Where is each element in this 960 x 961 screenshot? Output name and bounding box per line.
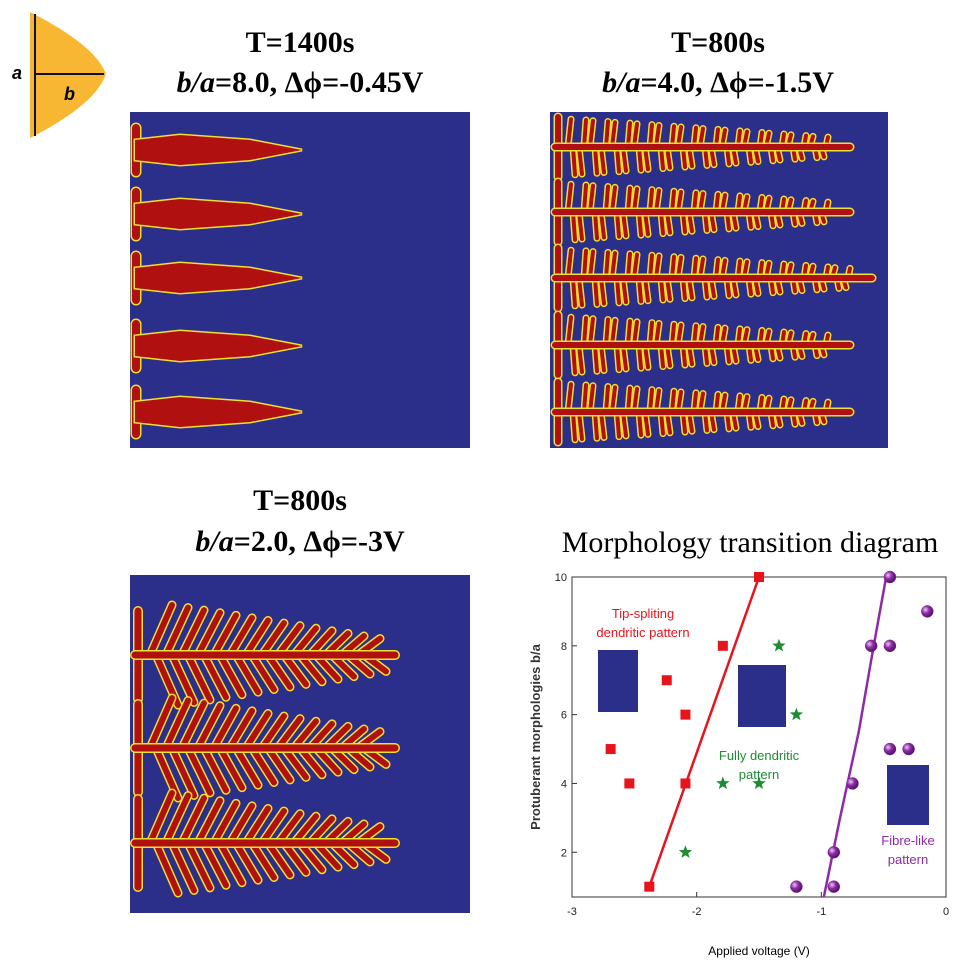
point — [865, 640, 877, 652]
panel-params: b/a=8.0, Δϕ=-0.45V — [177, 66, 424, 99]
y-tick-label: 4 — [561, 778, 567, 790]
y-tick-label: 6 — [561, 710, 567, 722]
point — [754, 572, 764, 582]
chart-title: Morphology transition diagram — [562, 526, 939, 559]
point — [847, 777, 859, 789]
ratio: b/a — [602, 66, 640, 99]
panel-time: T=800s — [671, 26, 765, 59]
annotation: dendritic pattern — [596, 625, 689, 640]
x-tick-label: 0 — [943, 906, 949, 918]
point — [884, 743, 896, 755]
y-tick-label: 10 — [555, 572, 567, 584]
annotation: Fully dendritic — [719, 748, 800, 763]
point — [884, 640, 896, 652]
params: =4.0, Δϕ=-1.5V — [640, 66, 834, 99]
x-tick-label: -1 — [816, 906, 826, 918]
point — [790, 881, 802, 893]
params: =8.0, Δϕ=-0.45V — [215, 66, 424, 99]
y-axis-label: Protuberant morphologies b/a — [528, 643, 543, 829]
point — [828, 846, 840, 858]
panel-time: T=1400s — [246, 26, 355, 59]
params: =2.0, Δϕ=-3V — [234, 525, 405, 558]
annotation: pattern — [888, 852, 928, 867]
panel-params: b/a=4.0, Δϕ=-1.5V — [602, 66, 834, 99]
annotation: Tip-spliting — [612, 606, 674, 621]
icon-label: b — [64, 84, 75, 104]
x-tick-label: -3 — [567, 906, 577, 918]
icon-label: a — [12, 63, 22, 83]
point — [624, 778, 634, 788]
ratio: b/a — [177, 66, 215, 99]
annotation: Fibre-like — [881, 833, 934, 848]
point — [903, 743, 915, 755]
icon: a b — [12, 12, 106, 138]
y-tick-label: 8 — [561, 641, 567, 653]
point — [718, 641, 728, 651]
point — [680, 710, 690, 720]
x-axis-label: Applied voltage (V) — [708, 944, 809, 958]
x-tick-label: -2 — [692, 906, 702, 918]
point — [680, 778, 690, 788]
point — [884, 571, 896, 583]
point — [606, 744, 616, 754]
ratio: b/a — [195, 525, 233, 558]
point — [662, 675, 672, 685]
point — [644, 882, 654, 892]
point — [921, 605, 933, 617]
y-tick-label: 2 — [561, 847, 567, 859]
panel-params: b/a=2.0, Δϕ=-3V — [195, 525, 405, 558]
figure: a b T=1400s b/a=8.0, Δϕ=-0.45V T=800s b/… — [0, 0, 960, 961]
panel-time: T=800s — [253, 484, 347, 517]
annotation: pattern — [739, 767, 779, 782]
point — [828, 881, 840, 893]
